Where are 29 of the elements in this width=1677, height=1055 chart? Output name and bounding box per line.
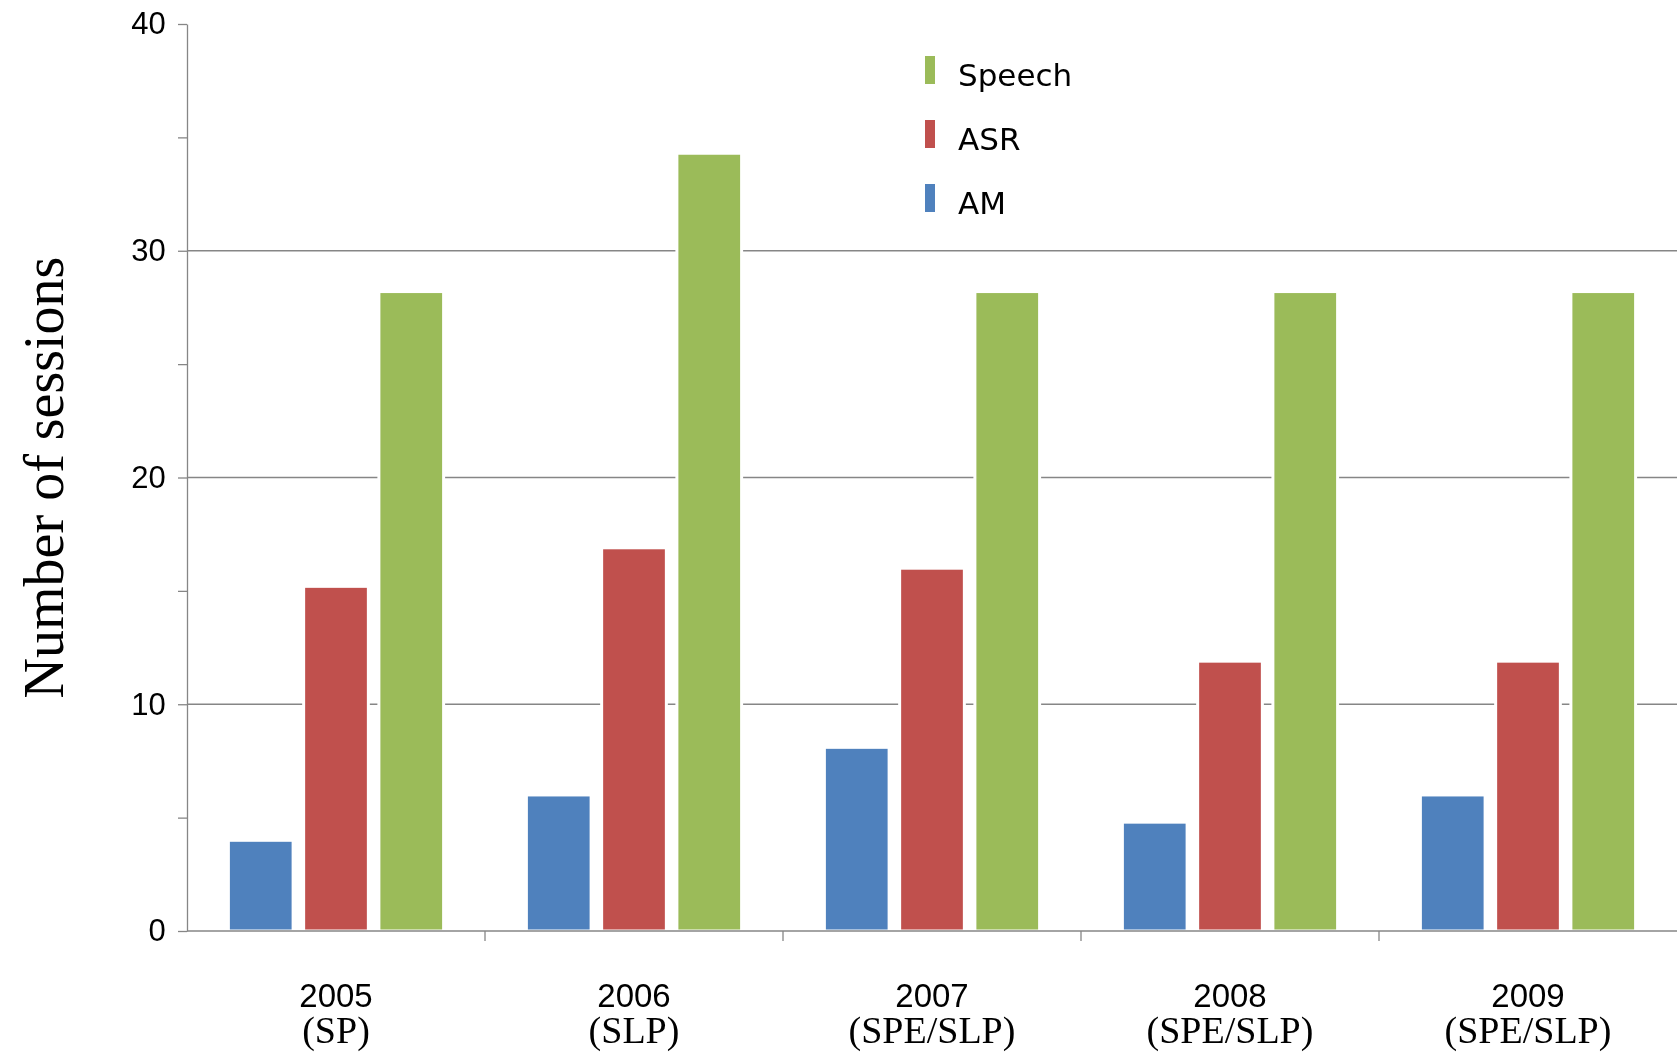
bar bbox=[1271, 290, 1340, 933]
x-tick-label: 2008 (SPE/SLP) bbox=[1146, 977, 1314, 1052]
legend-label: ASR bbox=[958, 121, 1021, 157]
x-tick-label: 2009 (SPE/SLP) bbox=[1444, 977, 1612, 1052]
bar bbox=[1196, 659, 1264, 933]
y-axis-title: Number of sessions bbox=[13, 256, 75, 699]
bar bbox=[1418, 793, 1487, 933]
y-tick-label: 40 bbox=[131, 6, 166, 42]
legend-label: AM bbox=[958, 185, 1006, 221]
bar bbox=[600, 546, 668, 933]
x-tick-label: 2007 (SPE/SLP) bbox=[848, 977, 1016, 1052]
bar bbox=[822, 745, 891, 933]
bar bbox=[524, 793, 593, 933]
bar bbox=[302, 584, 370, 933]
bar bbox=[1494, 659, 1562, 933]
y-tick-label: 0 bbox=[148, 913, 166, 949]
bar bbox=[973, 290, 1042, 933]
bar bbox=[675, 151, 744, 933]
y-tick-label: 10 bbox=[131, 686, 166, 722]
x-tick-label: 2005 (SP) bbox=[299, 977, 373, 1052]
y-tick-label: 20 bbox=[131, 459, 166, 495]
x-tick-label: 2006 (SLP) bbox=[588, 977, 680, 1052]
bar bbox=[1120, 820, 1189, 933]
legend-label: Speech bbox=[958, 57, 1073, 93]
bar bbox=[226, 838, 295, 933]
bar bbox=[898, 566, 966, 933]
y-tick-label: 30 bbox=[131, 233, 166, 269]
bar bbox=[1569, 290, 1638, 933]
bar bbox=[377, 290, 446, 933]
